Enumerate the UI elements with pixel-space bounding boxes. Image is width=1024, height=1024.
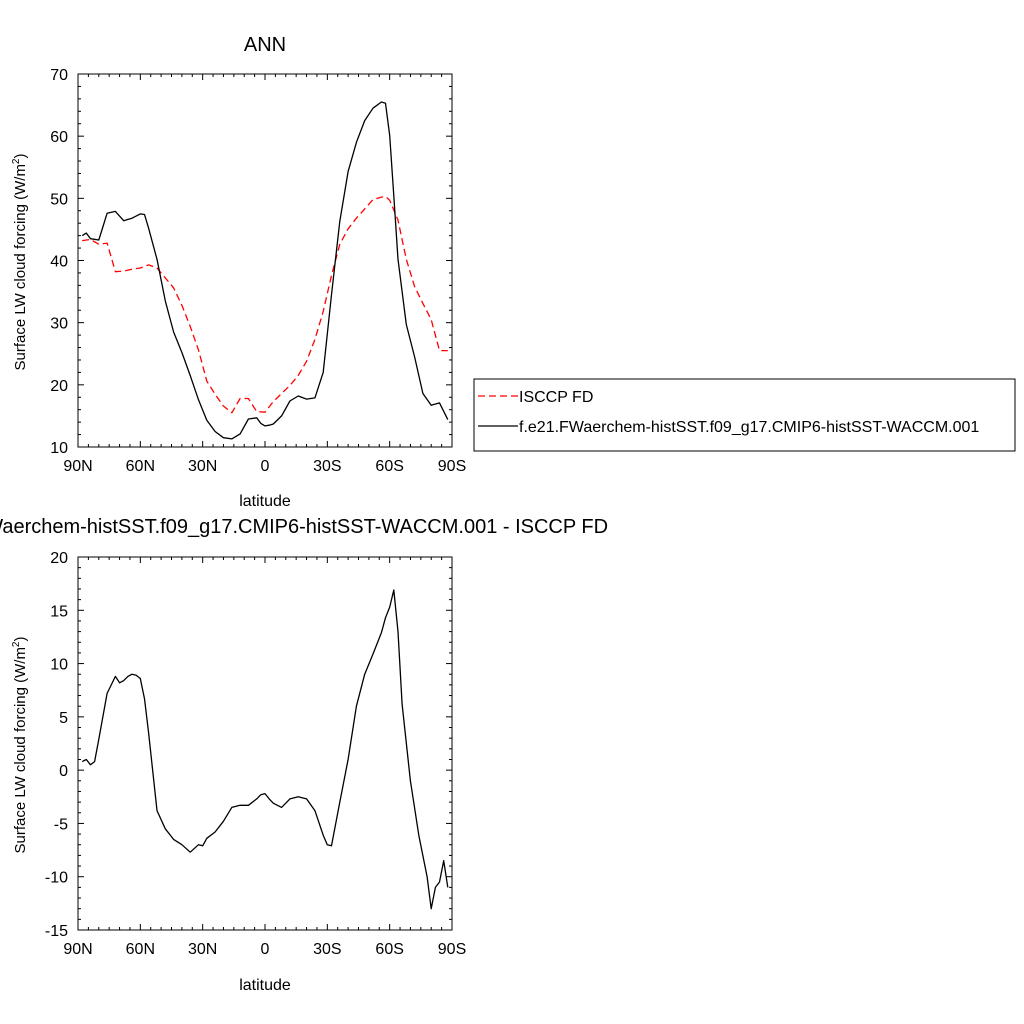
y-tick-label: 50 [50, 191, 68, 208]
top-panel-series-line-2 [81, 101, 449, 440]
y-tick-label: 20 [50, 550, 68, 567]
bottom-panel-series [81, 589, 449, 910]
legend-box [473, 378, 1016, 452]
legend-label-isccp: ISCCP FD [519, 389, 593, 406]
bottom-panel-xlabel: latitude [239, 977, 291, 994]
x-tick-label: 30N [188, 941, 217, 958]
top-panel-series [81, 101, 449, 440]
x-tick-label: 90N [63, 941, 92, 958]
legend: ISCCP FD f.e21.FWaerchem-histSST.f09_g17… [473, 378, 1016, 452]
bottom-panel-title: f.e21.FWaerchem-histSST.f09_g17.CMIP6-hi… [0, 516, 608, 538]
top-panel-frame [77, 73, 453, 448]
bottom-panel-ticks: 90N 60N 30N 0 30S 60S 90S -15 -10 -5 0 5 10 15 20 [45, 550, 466, 958]
x-tick-label: 60S [375, 941, 403, 958]
y-tick-label: 20 [50, 378, 68, 395]
y-tick-label: 30 [50, 316, 68, 333]
legend-label-model: f.e21.FWaerchem-histSST.f09_g17.CMIP6-hi… [519, 419, 979, 436]
y-tick-label: -15 [45, 923, 68, 940]
y-tick-label: -5 [54, 816, 68, 833]
bottom-panel-series-line-1 [81, 589, 449, 910]
top-panel: ANN 90N 60N 30N 0 30S 60S 90S 10 20 30 40 50 60 70 la… [11, 34, 466, 510]
top-panel-xlabel: latitude [239, 493, 291, 510]
bottom-panel-ylabel: Surface LW cloud forcing (W/m2) [11, 636, 29, 853]
top-panel-ylabel: Surface LW cloud forcing (W/m2) [11, 153, 29, 370]
x-tick-label: 0 [261, 458, 270, 475]
x-tick-label: 60N [126, 941, 155, 958]
y-tick-label: 10 [50, 440, 68, 457]
y-tick-label: 5 [59, 710, 68, 727]
x-tick-label: 30S [313, 941, 341, 958]
x-tick-label: 30N [188, 458, 217, 475]
y-tick-label: 15 [50, 603, 68, 620]
x-tick-label: 30S [313, 458, 341, 475]
x-tick-label: 90S [438, 941, 466, 958]
x-tick-label: 0 [261, 941, 270, 958]
y-tick-label: 40 [50, 254, 68, 271]
y-tick-label: 10 [50, 657, 68, 674]
x-tick-label: 90N [63, 458, 92, 475]
bottom-panel: f.e21.FWaerchem-histSST.f09_g17.CMIP6-hi… [0, 516, 608, 994]
y-tick-label: 60 [50, 129, 68, 146]
y-tick-label: -10 [45, 870, 68, 887]
y-tick-label: 70 [50, 67, 68, 84]
top-panel-ticks: 90N 60N 30N 0 30S 60S 90S 10 20 30 40 50 60 70 [50, 67, 466, 475]
top-panel-title: ANN [244, 34, 286, 56]
x-tick-label: 60S [375, 458, 403, 475]
x-tick-label: 90S [438, 458, 466, 475]
top-panel-series-line-1 [82, 195, 448, 414]
y-tick-label: 0 [59, 763, 68, 780]
x-tick-label: 60N [126, 458, 155, 475]
